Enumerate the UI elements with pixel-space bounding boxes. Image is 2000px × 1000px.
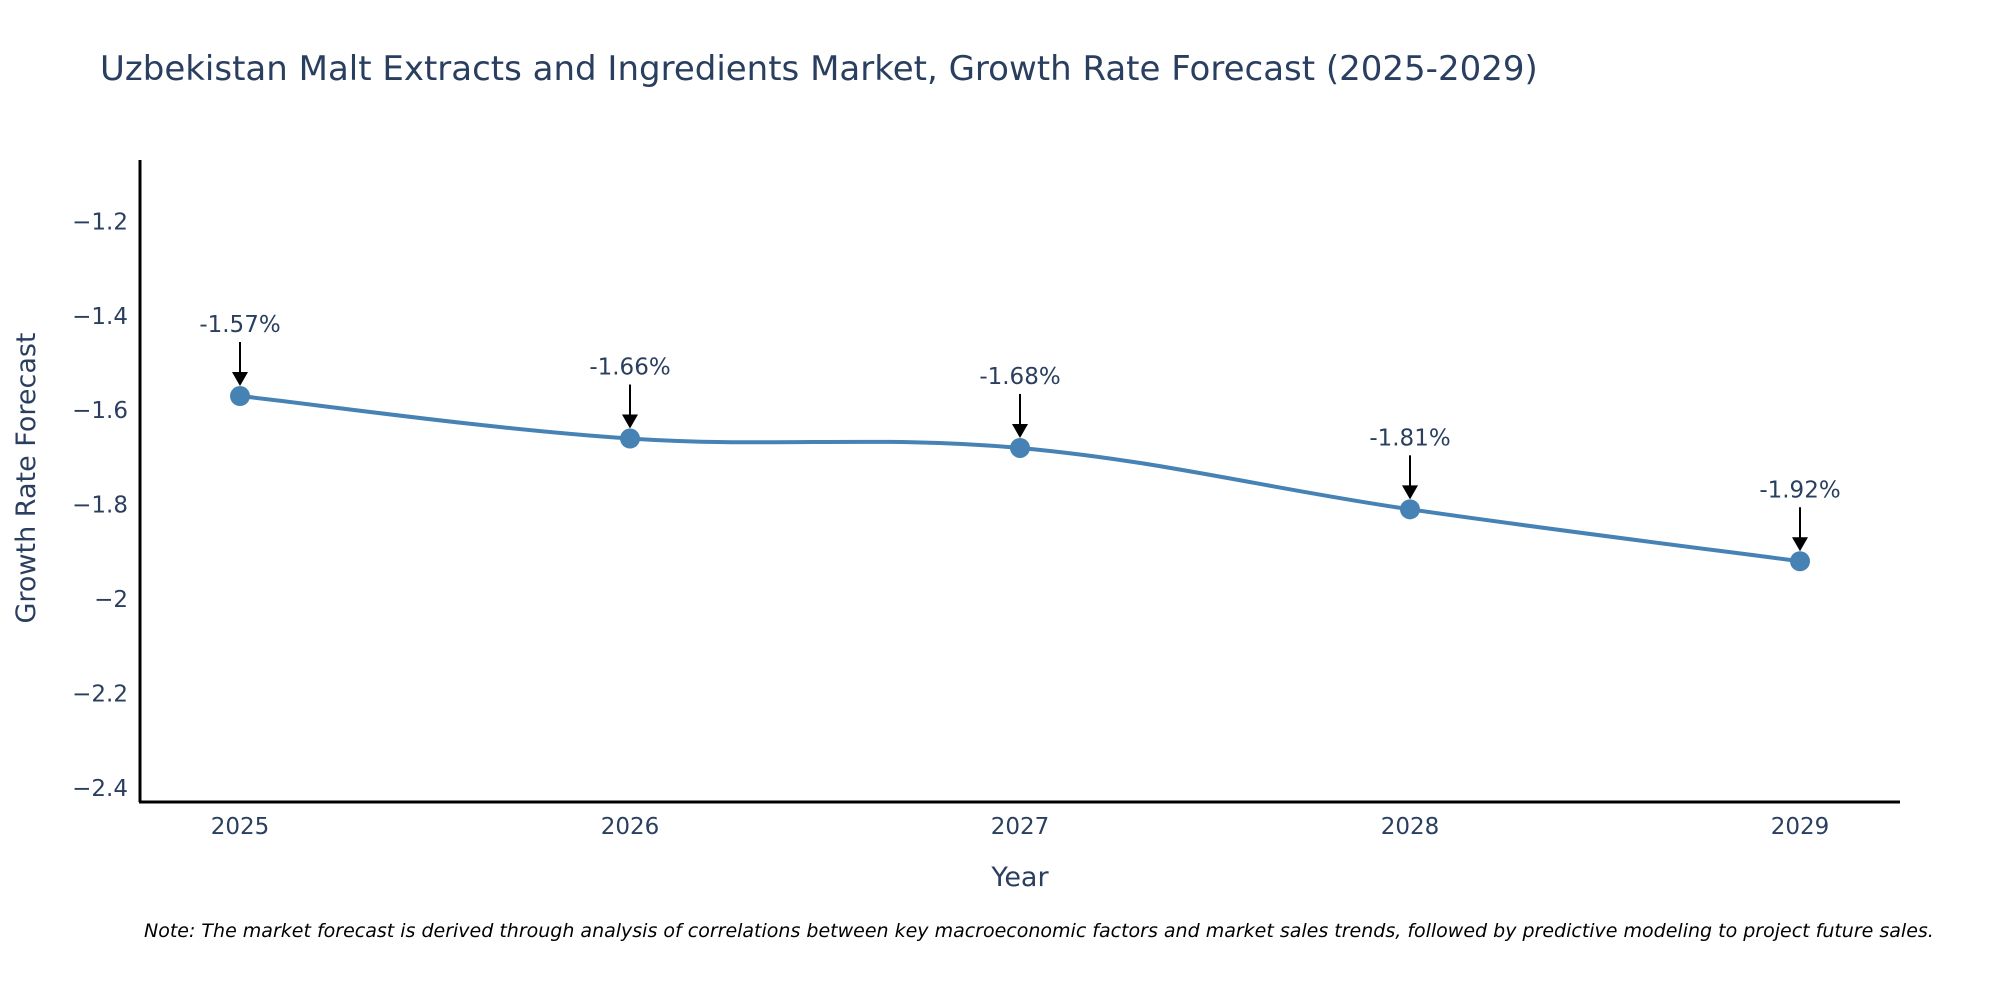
y-tick-label: −2.4 xyxy=(72,776,128,802)
data-label: -1.66% xyxy=(589,355,670,381)
data-annotations: -1.57% -1.66% -1.68% -1.81% -1.92% xyxy=(199,312,1841,552)
x-tick-label: 2027 xyxy=(991,814,1050,840)
data-label: -1.68% xyxy=(979,364,1060,390)
y-tick-label: −1.2 xyxy=(72,209,128,235)
chart-title: Uzbekistan Malt Extracts and Ingredients… xyxy=(100,49,1538,89)
data-point-marker xyxy=(230,386,250,407)
y-tick-label: −1.6 xyxy=(72,398,128,424)
data-point-marker xyxy=(1790,551,1810,572)
data-point-marker xyxy=(1010,437,1030,458)
y-tick-label: −2 xyxy=(94,587,128,613)
annotation-arrowhead xyxy=(622,414,638,429)
data-point-marker xyxy=(1400,499,1420,520)
x-tick-label: 2029 xyxy=(1771,814,1830,840)
annotation-arrowhead xyxy=(1012,423,1028,438)
annotation-arrowhead xyxy=(1792,537,1808,552)
data-label: -1.92% xyxy=(1759,477,1840,503)
x-axis-ticks: 2025 2026 2027 2028 2029 xyxy=(211,814,1830,840)
x-tick-label: 2028 xyxy=(1381,814,1440,840)
data-markers xyxy=(230,386,1810,572)
y-tick-label: −1.8 xyxy=(72,493,128,519)
annotation-arrowhead xyxy=(232,372,248,387)
x-tick-label: 2026 xyxy=(601,814,660,840)
footnote: Note: The market forecast is derived thr… xyxy=(144,920,1934,942)
data-label: -1.57% xyxy=(199,312,280,338)
data-label: -1.81% xyxy=(1369,425,1450,451)
x-tick-label: 2025 xyxy=(211,814,270,840)
x-axis-title: Year xyxy=(990,862,1049,893)
y-axis-title: Growth Rate Forecast xyxy=(11,332,42,623)
y-tick-label: −2.2 xyxy=(72,681,128,707)
y-tick-label: −1.4 xyxy=(72,304,128,330)
annotation-arrowhead xyxy=(1402,485,1418,500)
y-axis-ticks: −1.2 −1.4 −1.6 −1.8 −2 −2.2 −2.4 xyxy=(72,209,128,801)
data-point-marker xyxy=(620,428,640,449)
